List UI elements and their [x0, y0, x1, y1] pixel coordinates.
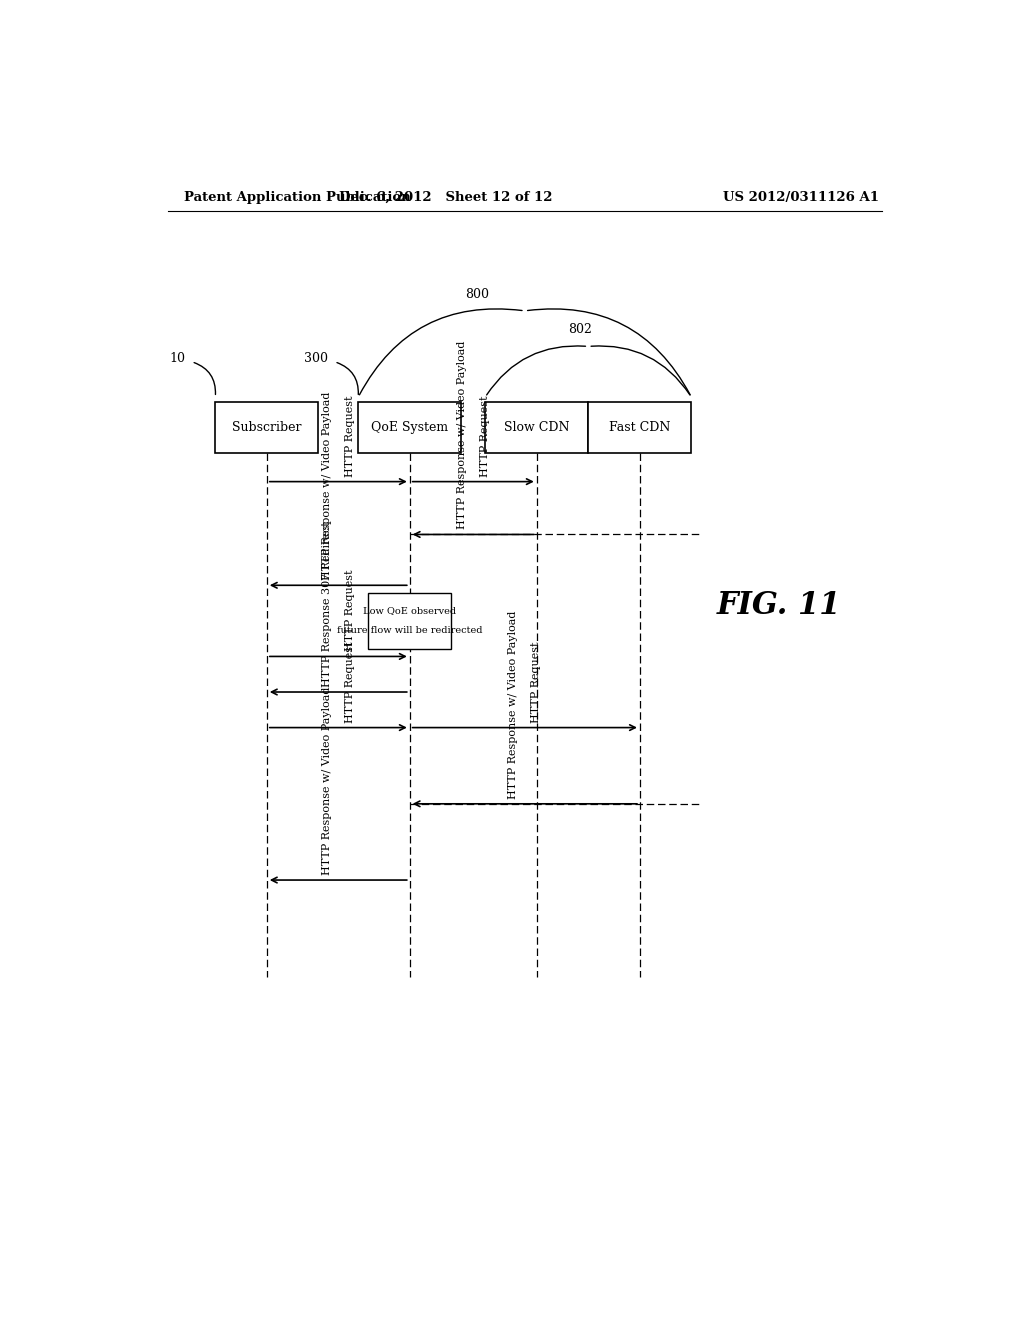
Text: HTTP Request: HTTP Request	[531, 642, 541, 722]
Text: Subscriber: Subscriber	[232, 421, 302, 434]
Bar	[215, 403, 318, 453]
Text: HTTP Response w/ Video Payload: HTTP Response w/ Video Payload	[457, 341, 467, 529]
Bar	[588, 403, 691, 453]
Text: HTTP Response 307 Redirect: HTTP Response 307 Redirect	[322, 521, 332, 686]
Text: Dec. 6, 2012   Sheet 12 of 12: Dec. 6, 2012 Sheet 12 of 12	[339, 190, 552, 203]
Text: QoE System: QoE System	[371, 421, 449, 434]
Text: HTTP Request: HTTP Request	[345, 570, 354, 651]
Text: HTTP Response w/ Video Payload: HTTP Response w/ Video Payload	[509, 610, 518, 799]
Text: Patent Application Publication: Patent Application Publication	[183, 190, 411, 203]
Text: 300: 300	[304, 352, 328, 366]
Text: HTTP Request: HTTP Request	[479, 395, 489, 477]
Bar	[485, 403, 588, 453]
Text: Fast CDN: Fast CDN	[609, 421, 671, 434]
Text: HTTP Request: HTTP Request	[345, 395, 354, 477]
Bar	[368, 593, 452, 649]
Text: 10: 10	[169, 352, 185, 366]
Text: HTTP Response w/ Video Payload: HTTP Response w/ Video Payload	[322, 686, 332, 875]
Text: 800: 800	[465, 288, 489, 301]
Text: HTTP Response w/ Video Payload: HTTP Response w/ Video Payload	[322, 392, 332, 581]
Text: future flow will be redirected: future flow will be redirected	[337, 627, 482, 635]
Bar	[358, 403, 461, 453]
Text: Slow CDN: Slow CDN	[504, 421, 569, 434]
Text: 802: 802	[568, 323, 592, 337]
Text: US 2012/0311126 A1: US 2012/0311126 A1	[723, 190, 880, 203]
Text: HTTP Request: HTTP Request	[345, 642, 354, 722]
Text: FIG. 11: FIG. 11	[717, 590, 841, 622]
Text: Low QoE observed: Low QoE observed	[364, 606, 457, 615]
